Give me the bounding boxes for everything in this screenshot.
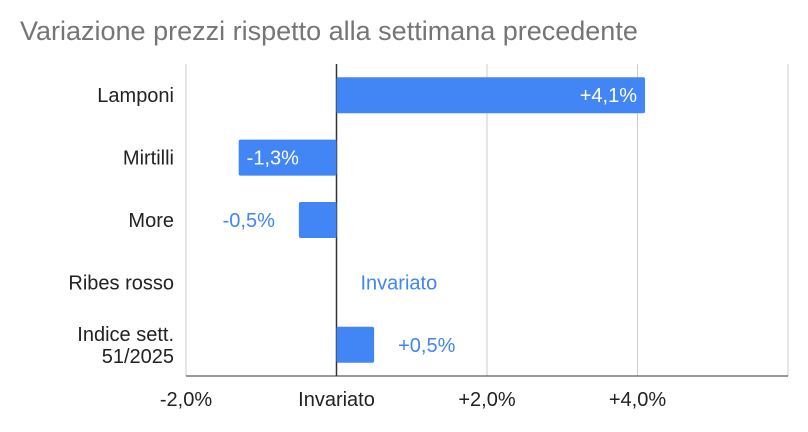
x-axis-ticks: -2,0% Invariato +2,0% +4,0% [160,389,666,411]
category-label: Ribes rosso [68,272,174,294]
data-label: +0,5% [398,335,455,357]
category-label: Mirtilli [123,148,174,170]
category-label: Indice sett. 51/2025 [77,324,174,368]
chart-title: Variazione prezzi rispetto alla settiman… [20,16,638,46]
data-label: Invariato [361,272,438,294]
bar [298,202,337,238]
x-tick-label: +2,0% [458,389,515,411]
bar [238,139,337,176]
data-label: -1,3% [247,148,299,170]
x-tick-label: +4,0% [609,389,666,411]
data-label: +4,1% [580,85,637,107]
x-tick-label: Invariato [298,389,375,411]
x-tick-label: -2,0% [160,389,212,411]
bar [336,326,375,363]
category-labels: Lamponi Mirtilli More Ribes rosso Indice set… [68,85,174,368]
bar [336,77,646,114]
data-label: -0,5% [223,210,275,232]
category-label: Lamponi [97,85,174,107]
bars [238,77,646,363]
data-labels: +4,1% -1,3% -0,5% Invariato +0,5% [223,85,638,357]
category-label: More [128,210,174,232]
